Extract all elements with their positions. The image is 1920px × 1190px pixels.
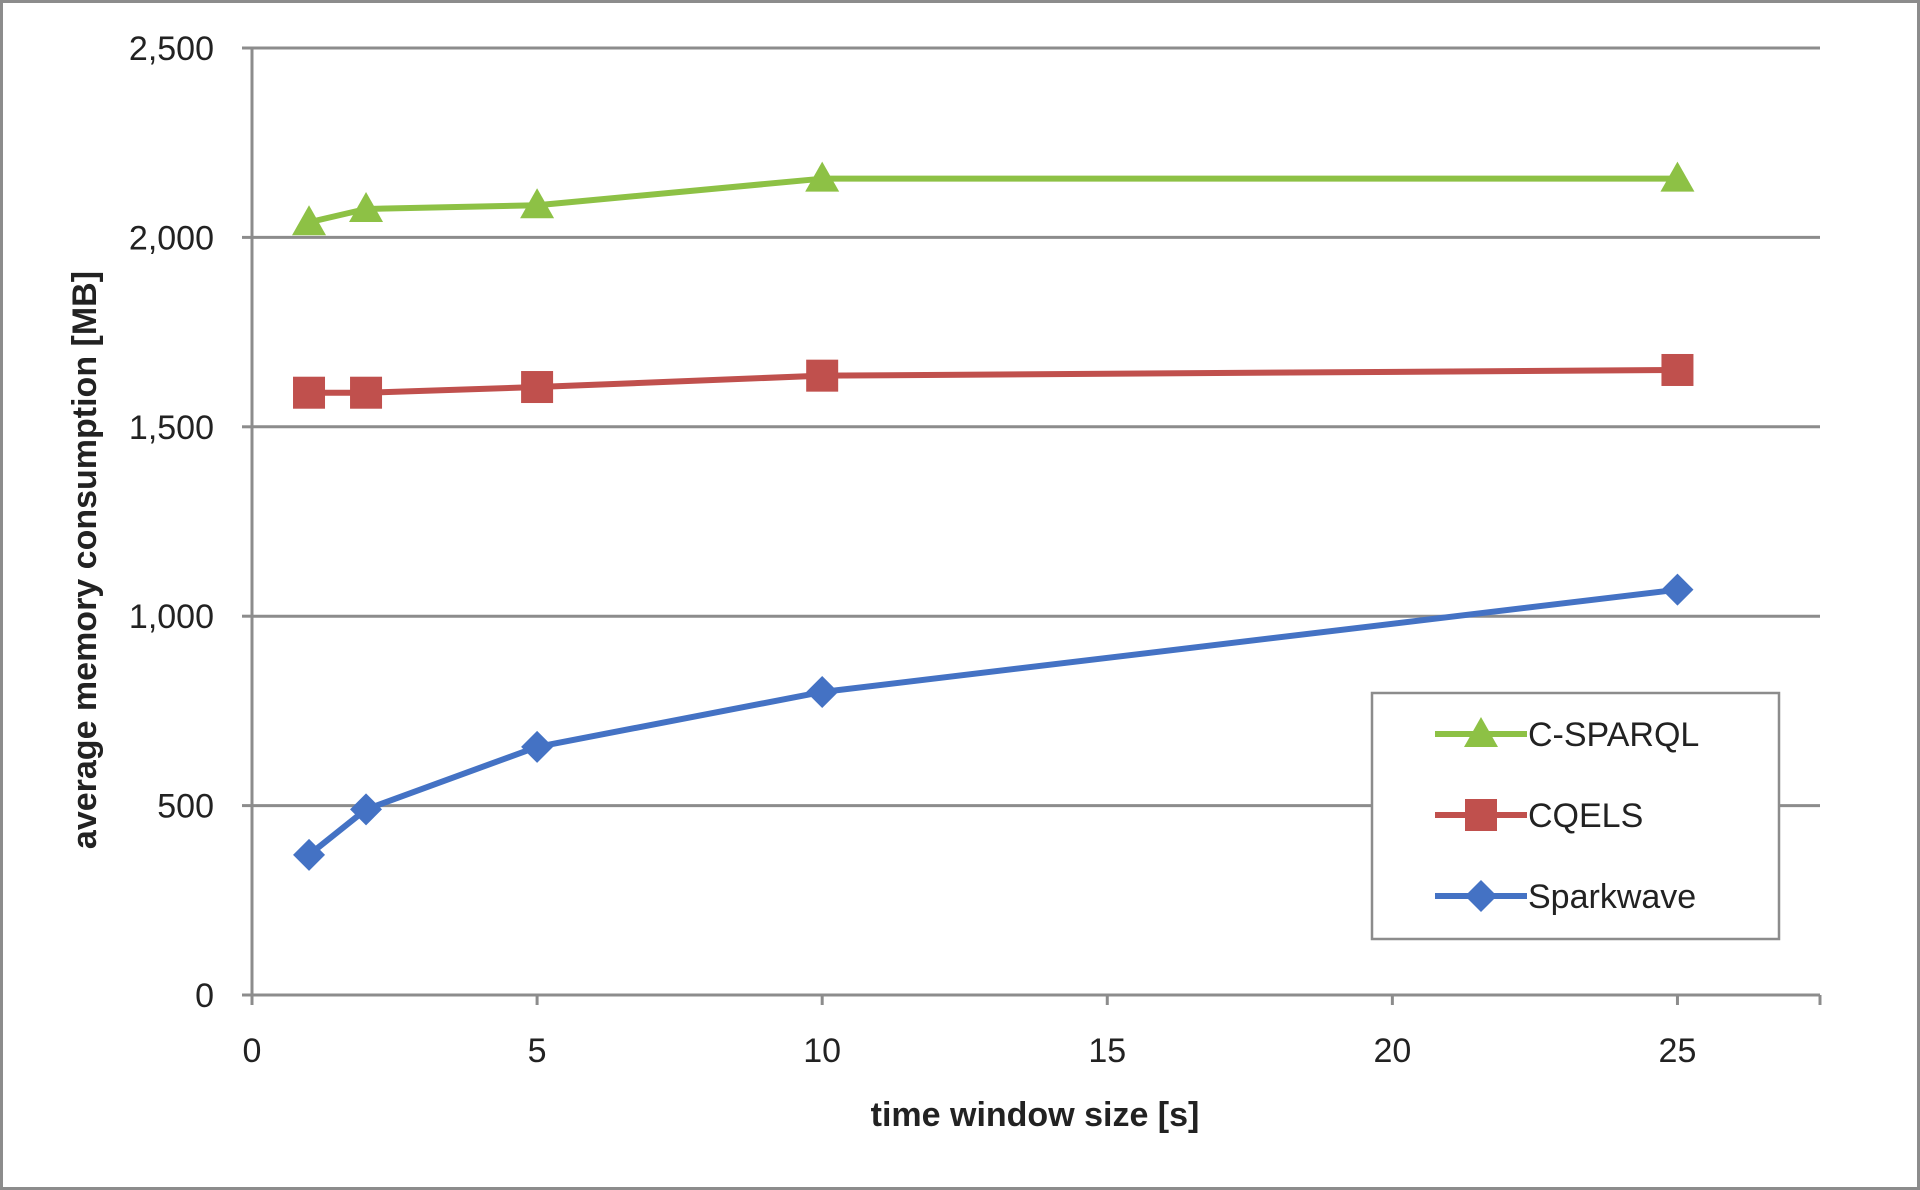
legend-item-c-sparql: C-SPARQL	[1435, 716, 1699, 754]
tick-labels: 0 500 1,000 1,500 2,000 2,500 0 5 10 15 20 25	[129, 30, 1696, 1070]
series-c-sparql	[292, 161, 1695, 236]
data-point-c-sparql-4	[1660, 161, 1695, 192]
legend: C-SPARQL CQELS Sparkwave	[1370, 691, 1781, 941]
data-point-c-sparql-0	[292, 205, 327, 236]
y-tick-label-2: 1,000	[129, 598, 214, 636]
x-tick-label-5: 25	[1659, 1032, 1697, 1070]
data-point-sparkwave-0	[293, 838, 326, 871]
x-tick-label-4: 20	[1373, 1032, 1411, 1070]
legend-label-c-sparql: C-SPARQL	[1528, 716, 1699, 754]
legend-marker-cqels	[1465, 799, 1497, 831]
y-tick-label-3: 1,500	[129, 409, 214, 447]
series-cqels	[293, 353, 1694, 409]
legend-item-sparkwave: Sparkwave	[1435, 878, 1696, 916]
data-point-c-sparql-2	[520, 188, 555, 219]
legend-label-cqels: CQELS	[1528, 797, 1643, 835]
x-tick-label-0: 0	[243, 1032, 262, 1070]
legend-label-sparkwave: Sparkwave	[1528, 878, 1696, 916]
x-tick-label-2: 10	[803, 1032, 841, 1070]
y-tick-label-0: 0	[195, 977, 214, 1015]
data-point-c-sparql-1	[349, 191, 384, 222]
axes	[242, 46, 1822, 1005]
data-point-cqels-0	[293, 376, 326, 409]
data-point-sparkwave-2	[521, 730, 554, 763]
series	[292, 161, 1695, 871]
data-point-sparkwave-4	[1661, 573, 1694, 606]
legend-marker-c-sparql	[1464, 717, 1498, 747]
y-tick-label-1: 500	[157, 788, 214, 826]
x-tick-label-1: 5	[528, 1032, 547, 1070]
y-tick-label-4: 2,000	[129, 219, 214, 257]
x-tick-label-3: 15	[1088, 1032, 1126, 1070]
legend-marker-sparkwave	[1465, 880, 1497, 912]
data-point-sparkwave-1	[350, 793, 383, 826]
y-axis-title: average memory consumption [MB]	[66, 271, 104, 849]
series-sparkwave	[293, 573, 1694, 871]
y-tick-label-5: 2,500	[129, 30, 214, 68]
data-point-cqels-4	[1661, 353, 1694, 386]
data-point-cqels-3	[806, 359, 839, 392]
data-point-sparkwave-3	[806, 675, 839, 708]
data-point-cqels-2	[521, 371, 554, 404]
legend-item-cqels: CQELS	[1435, 797, 1643, 835]
x-axis-title: time window size [s]	[871, 1096, 1200, 1134]
data-point-cqels-1	[350, 376, 383, 409]
data-point-c-sparql-3	[805, 161, 840, 192]
